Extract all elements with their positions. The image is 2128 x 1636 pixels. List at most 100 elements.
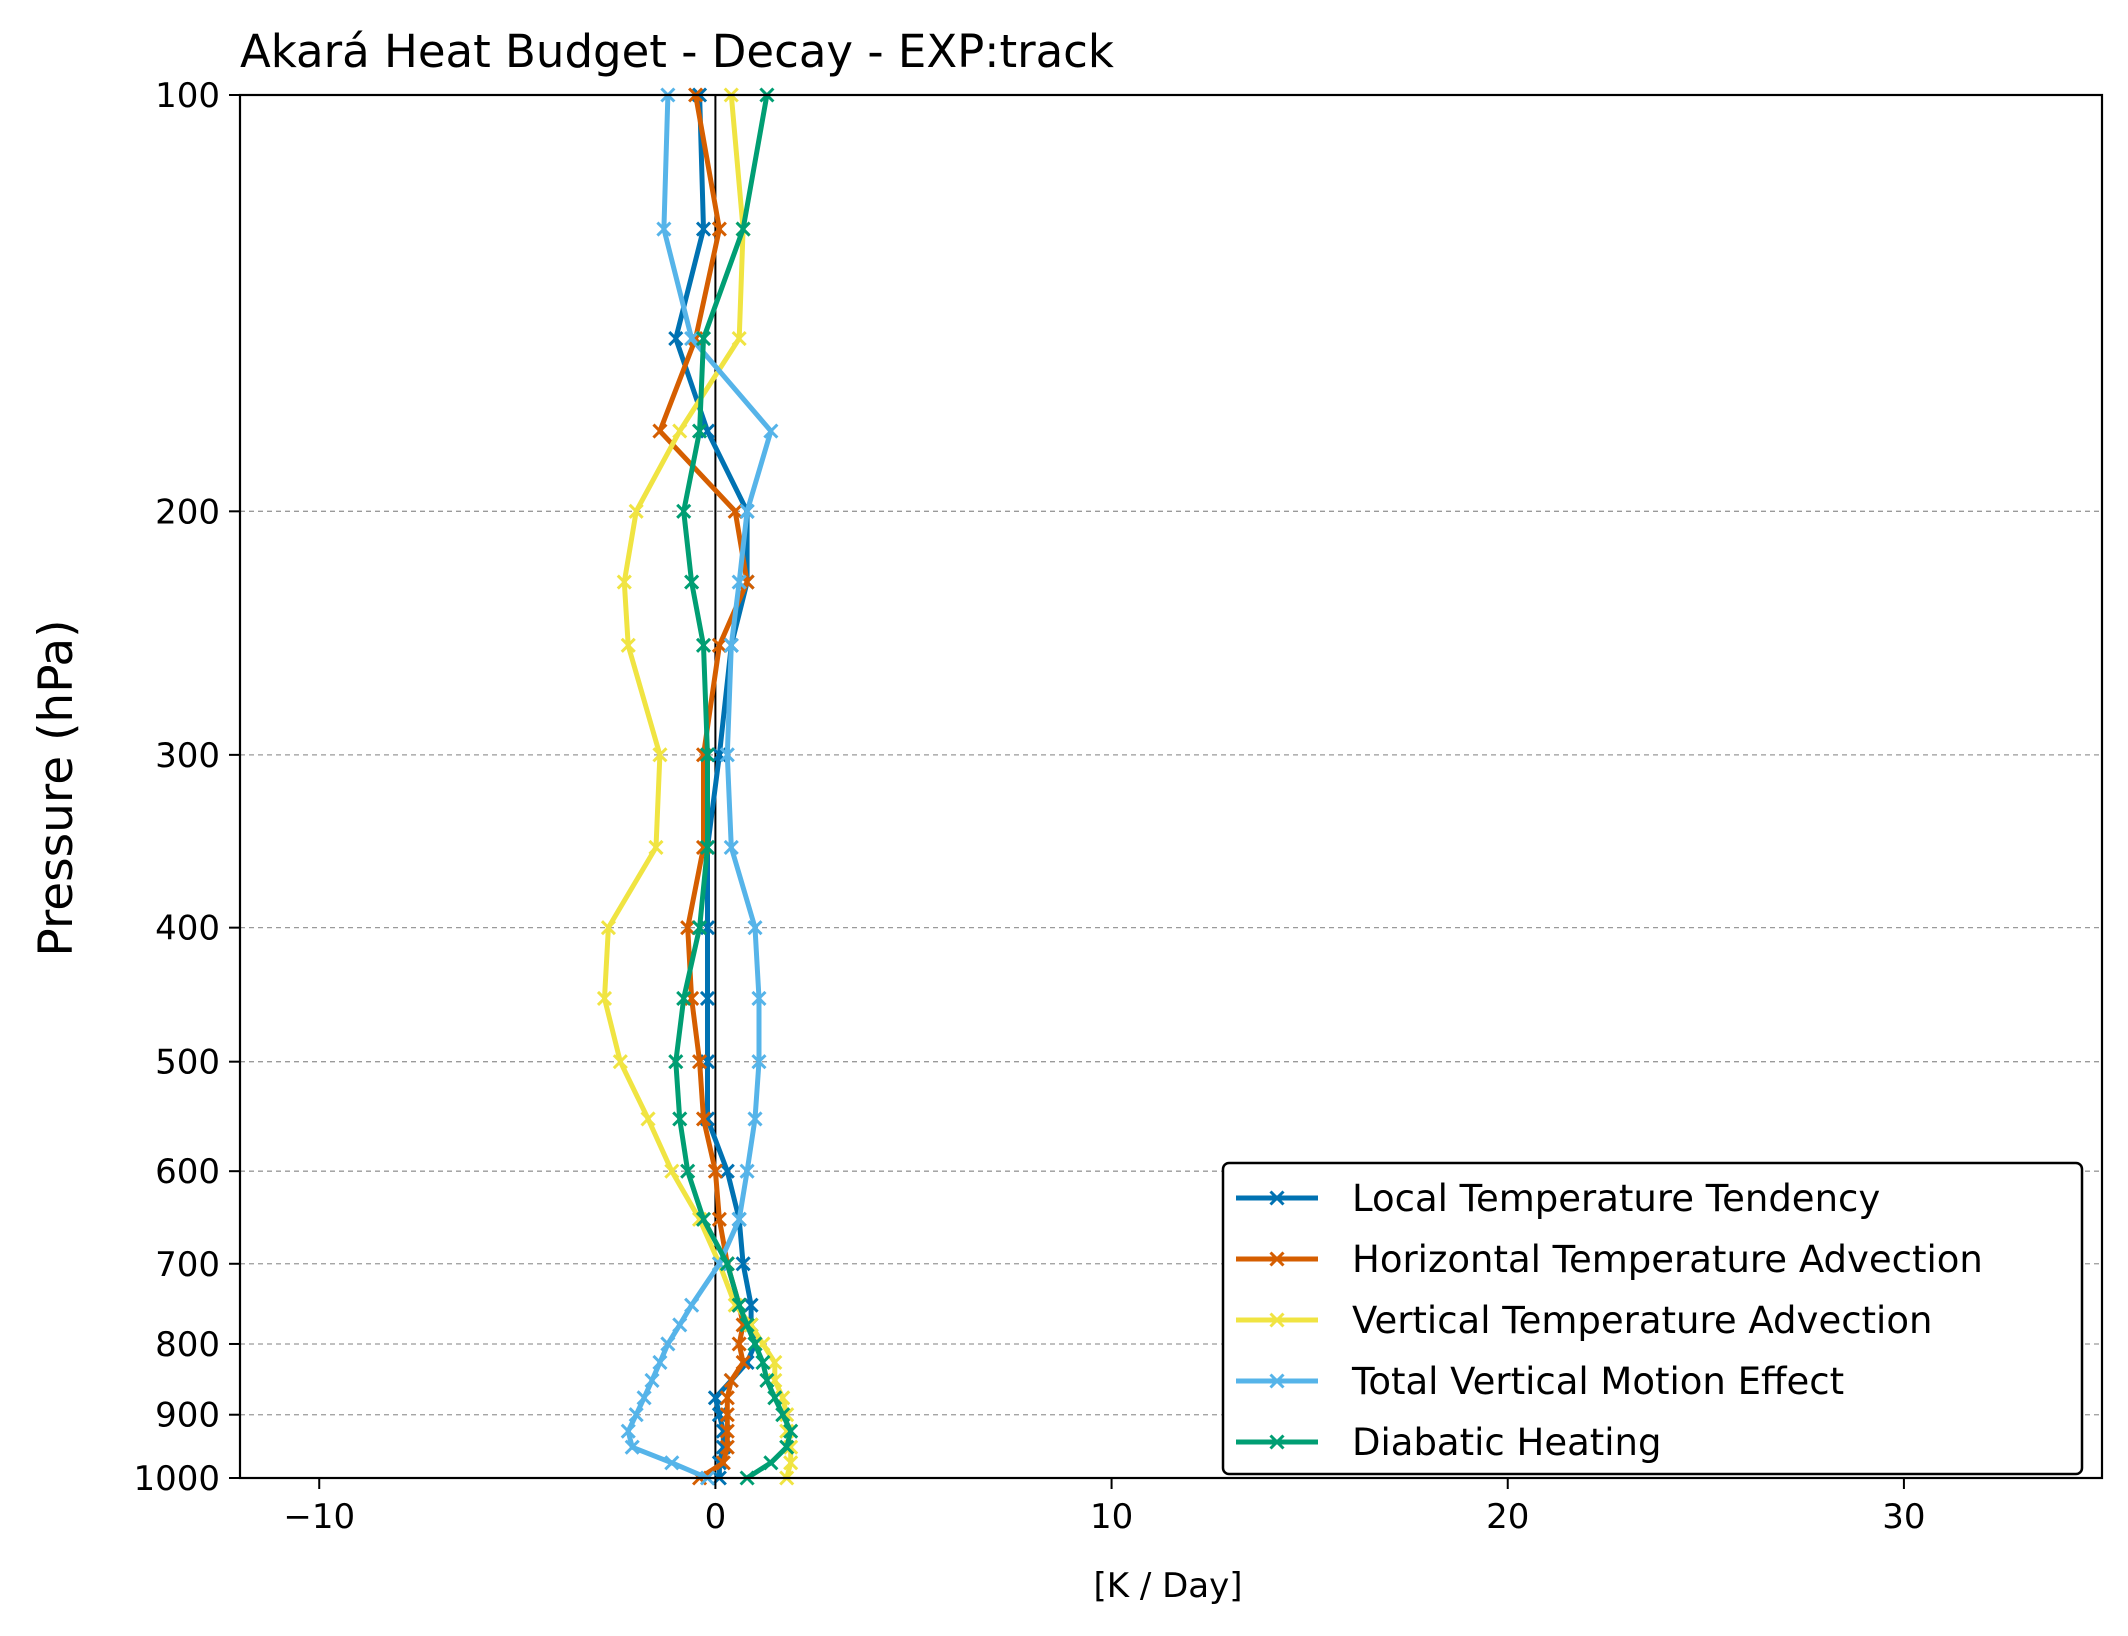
legend-item: Local Temperature Tendency bbox=[1236, 1177, 1880, 1220]
y-tick-label: 400 bbox=[155, 909, 220, 949]
y-axis-ticks: 100 200 300 400 500 600 700 800 900 1000 bbox=[133, 76, 240, 1499]
data-point-marker bbox=[707, 1390, 723, 1406]
data-point-marker bbox=[695, 1211, 712, 1227]
data-point-marker bbox=[620, 637, 636, 653]
data-point-marker bbox=[731, 1211, 747, 1227]
series-lines bbox=[596, 87, 799, 1486]
data-point-marker bbox=[751, 990, 767, 1006]
legend-marker bbox=[1269, 1312, 1285, 1328]
data-point-marker bbox=[628, 503, 644, 519]
data-point-marker bbox=[727, 503, 743, 519]
data-point-marker bbox=[652, 1354, 668, 1371]
data-point-marker bbox=[719, 1423, 735, 1439]
data-point-marker bbox=[767, 1354, 783, 1371]
y-tick-label: 700 bbox=[155, 1245, 220, 1285]
x-axis-ticks: −10 0 10 20 30 bbox=[283, 1478, 1926, 1537]
data-point-marker bbox=[684, 330, 700, 347]
series-group bbox=[668, 87, 799, 1486]
x-axis-label: [K / Day] bbox=[1093, 1566, 1242, 1606]
legend-label: Horizontal Temperature Advection bbox=[1352, 1238, 1983, 1281]
data-point-marker bbox=[731, 330, 747, 347]
data-point-marker bbox=[711, 637, 727, 653]
data-point-marker bbox=[664, 1455, 680, 1471]
data-point-marker bbox=[636, 1390, 652, 1406]
data-point-marker bbox=[731, 1297, 747, 1313]
data-point-marker bbox=[735, 1354, 751, 1371]
data-point-marker bbox=[672, 423, 688, 439]
chart-title: Akará Heat Budget - Decay - EXP:track bbox=[240, 25, 1114, 78]
data-point-marker bbox=[652, 423, 668, 439]
legend-item: Horizontal Temperature Advection bbox=[1236, 1238, 1983, 1281]
series-line bbox=[625, 94, 774, 1481]
plot-frame bbox=[238, 93, 2104, 1480]
y-axis-label: Pressure (hPa) bbox=[29, 619, 84, 956]
legend: Local Temperature Tendency Horizontal Tem… bbox=[1221, 1161, 2084, 1476]
data-point-marker bbox=[739, 1163, 755, 1179]
data-point-marker bbox=[640, 1111, 656, 1127]
legend-label: Total Vertical Motion Effect bbox=[1351, 1360, 1844, 1403]
data-point-marker bbox=[707, 1163, 723, 1179]
data-point-marker bbox=[664, 1163, 680, 1179]
data-point-marker bbox=[723, 1372, 739, 1388]
y-tick-label: 100 bbox=[155, 76, 220, 116]
data-point-marker bbox=[656, 221, 672, 237]
legend-items: Local Temperature Tendency Horizontal Tem… bbox=[1236, 1177, 1983, 1464]
data-point-marker bbox=[723, 637, 739, 653]
data-point-marker bbox=[735, 221, 751, 237]
data-point-marker bbox=[743, 1297, 759, 1313]
legend-marker bbox=[1269, 1373, 1285, 1389]
x-tick-label: 0 bbox=[705, 1497, 727, 1537]
data-point-marker bbox=[695, 221, 712, 237]
data-point-marker bbox=[624, 1439, 640, 1455]
data-point-marker bbox=[739, 1317, 755, 1333]
data-point-marker bbox=[747, 1111, 763, 1127]
data-point-marker bbox=[691, 920, 708, 936]
data-point-marker bbox=[648, 839, 664, 856]
y-tick-label: 800 bbox=[155, 1325, 220, 1365]
data-point-marker bbox=[751, 1054, 767, 1070]
x-tick-label: 10 bbox=[1090, 1497, 1133, 1537]
series-group bbox=[620, 87, 779, 1486]
data-point-marker bbox=[684, 574, 700, 590]
data-point-marker bbox=[783, 1423, 799, 1439]
data-point-marker bbox=[680, 1163, 696, 1179]
data-point-marker bbox=[755, 1354, 771, 1371]
data-point-marker bbox=[600, 920, 616, 936]
data-point-marker bbox=[731, 1336, 747, 1352]
data-point-marker bbox=[747, 920, 763, 936]
legend-item: Total Vertical Motion Effect bbox=[1236, 1360, 1844, 1403]
data-point-marker bbox=[695, 1111, 712, 1127]
data-point-marker bbox=[711, 1211, 727, 1227]
data-point-marker bbox=[775, 1407, 791, 1423]
legend-marker bbox=[1269, 1251, 1285, 1267]
data-point-marker bbox=[668, 330, 684, 347]
series-group bbox=[596, 87, 799, 1486]
data-point-marker bbox=[731, 574, 747, 590]
data-point-marker bbox=[695, 330, 712, 347]
y-tick-label: 900 bbox=[155, 1396, 220, 1436]
data-point-marker bbox=[767, 1390, 783, 1406]
legend-item: Diabatic Heating bbox=[1236, 1421, 1661, 1464]
data-point-marker bbox=[699, 747, 716, 763]
data-point-marker bbox=[739, 503, 755, 519]
legend-label: Local Temperature Tendency bbox=[1352, 1177, 1880, 1220]
data-point-marker bbox=[779, 1439, 795, 1455]
data-point-marker bbox=[676, 503, 692, 519]
y-tick-label: 1000 bbox=[133, 1459, 220, 1499]
data-point-marker bbox=[715, 1455, 731, 1471]
data-point-marker bbox=[719, 1390, 735, 1406]
legend-label: Diabatic Heating bbox=[1352, 1421, 1661, 1464]
data-point-marker bbox=[680, 920, 696, 936]
y-tick-label: 200 bbox=[155, 492, 220, 532]
data-point-marker bbox=[660, 1336, 676, 1352]
legend-marker bbox=[1269, 1434, 1285, 1450]
data-point-marker bbox=[699, 990, 716, 1006]
data-point-marker bbox=[763, 423, 779, 439]
data-point-marker bbox=[644, 1372, 660, 1388]
data-point-marker bbox=[783, 1455, 799, 1471]
legend-label: Vertical Temperature Advection bbox=[1352, 1299, 1932, 1342]
data-point-marker bbox=[759, 1372, 775, 1388]
data-point-marker bbox=[672, 1111, 688, 1127]
y-tick-label: 600 bbox=[155, 1152, 220, 1192]
